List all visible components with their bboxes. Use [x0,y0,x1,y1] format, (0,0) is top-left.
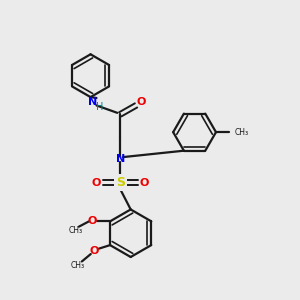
Text: N: N [88,98,97,107]
Text: O: O [91,178,101,188]
Text: O: O [140,178,149,188]
Text: H: H [96,102,103,112]
Text: O: O [88,216,97,226]
Text: CH₃: CH₃ [235,128,249,137]
Text: N: N [116,154,125,164]
Text: CH₃: CH₃ [68,226,83,235]
Text: O: O [136,98,146,107]
Text: S: S [116,176,125,189]
Text: O: O [89,246,98,256]
Text: CH₃: CH₃ [71,261,85,270]
